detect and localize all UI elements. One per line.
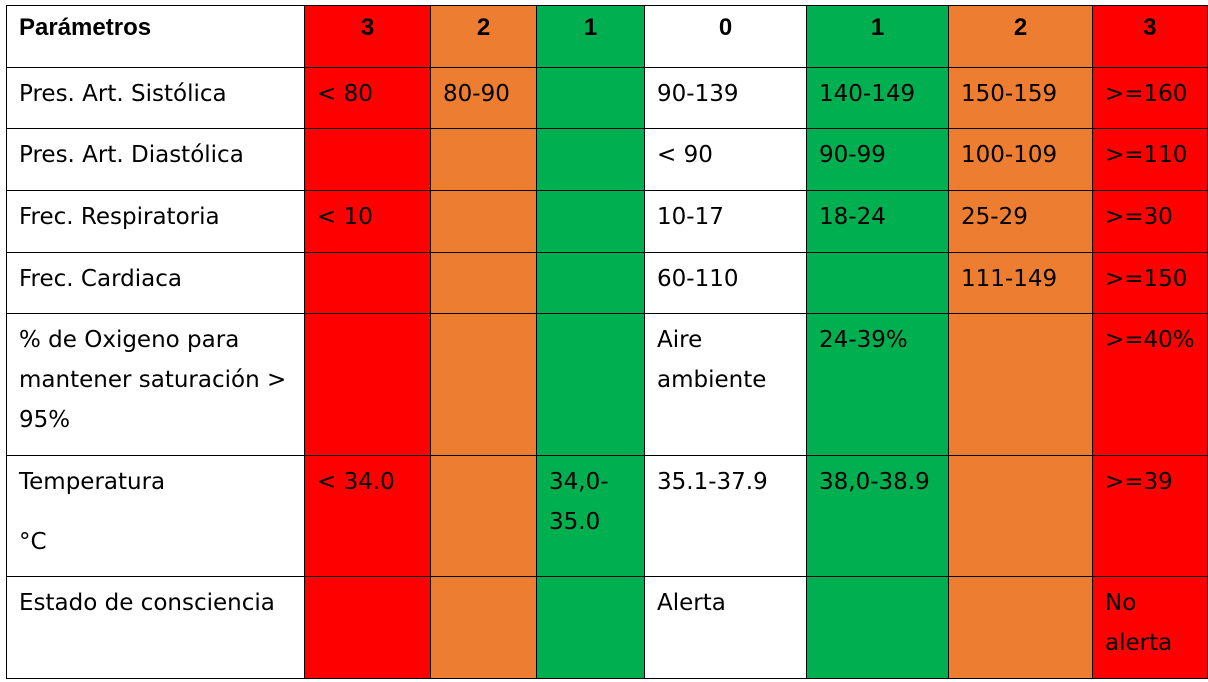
table-cell xyxy=(806,576,949,679)
row-label: Pres. Art. Diastólica xyxy=(6,128,305,191)
table-cell: 100-109 xyxy=(948,128,1093,191)
table-cell: Alerta xyxy=(644,576,807,679)
score-header-2-low: 2 xyxy=(430,5,537,68)
table-cell xyxy=(304,252,431,314)
row-label: Temperatura °C xyxy=(6,455,305,577)
table-cell xyxy=(304,128,431,191)
temperature-label: Temperatura xyxy=(19,469,166,495)
table-cell xyxy=(430,576,537,679)
table-cell: < 34.0 xyxy=(304,455,431,577)
row-label: % de Oxigeno para mantener saturación > … xyxy=(6,313,305,456)
table-cell: Aire ambiente xyxy=(644,313,807,456)
table-cell: 38,0-38.9 xyxy=(806,455,949,577)
temperature-unit: °C xyxy=(19,529,47,555)
table-cell xyxy=(536,190,645,253)
score-header-1-low: 1 xyxy=(536,5,645,68)
row-label: Pres. Art. Sistólica xyxy=(6,67,305,129)
table-cell xyxy=(304,576,431,679)
table-cell: No alerta xyxy=(1092,576,1208,679)
table-cell: >=150 xyxy=(1092,252,1208,314)
score-header-0: 0 xyxy=(644,5,807,68)
table-cell xyxy=(430,455,537,577)
table-row-temperature: Temperatura °C < 34.0 34,0-35.0 35.1-37.… xyxy=(6,455,1208,577)
table-cell: >=30 xyxy=(1092,190,1208,253)
row-label: Estado de consciencia xyxy=(6,576,305,679)
score-header-1-high: 1 xyxy=(806,5,949,68)
table-cell xyxy=(948,576,1093,679)
table-row-consciousness: Estado de consciencia Alerta No alerta xyxy=(6,576,1208,679)
table-cell: < 80 xyxy=(304,67,431,129)
table-cell: 35.1-37.9 xyxy=(644,455,807,577)
table-cell: 34,0-35.0 xyxy=(536,455,645,577)
table-cell: 90-99 xyxy=(806,128,949,191)
score-header-3-low: 3 xyxy=(304,5,431,68)
table-cell: 150-159 xyxy=(948,67,1093,129)
table-cell xyxy=(806,252,949,314)
table-cell: >=39 xyxy=(1092,455,1208,577)
score-header-2-high: 2 xyxy=(948,5,1093,68)
table-cell xyxy=(536,252,645,314)
table-cell xyxy=(430,128,537,191)
table-cell xyxy=(536,128,645,191)
early-warning-score-table: Parámetros 3 2 1 0 1 2 3 Pres. Art. Sist… xyxy=(6,5,1208,679)
table-cell xyxy=(430,252,537,314)
table-row-respiratory: Frec. Respiratoria < 10 10-17 18-24 25-2… xyxy=(6,190,1208,253)
table-cell xyxy=(430,190,537,253)
table-cell: 25-29 xyxy=(948,190,1093,253)
table-cell xyxy=(948,455,1093,577)
table-cell: 80-90 xyxy=(430,67,537,129)
row-label: Frec. Cardiaca xyxy=(6,252,305,314)
table-cell: >=160 xyxy=(1092,67,1208,129)
table-cell: 60-110 xyxy=(644,252,807,314)
header-row: Parámetros 3 2 1 0 1 2 3 xyxy=(6,5,1208,68)
table-cell: 24-39% xyxy=(806,313,949,456)
table-row-diastolic: Pres. Art. Diastólica < 90 90-99 100-109… xyxy=(6,128,1208,191)
table-row-oxygen: % de Oxigeno para mantener saturación > … xyxy=(6,313,1208,456)
table-cell xyxy=(948,313,1093,456)
table-cell xyxy=(304,313,431,456)
table-cell xyxy=(536,313,645,456)
table-cell: 111-149 xyxy=(948,252,1093,314)
parameters-header: Parámetros xyxy=(6,5,305,68)
table-cell: 10-17 xyxy=(644,190,807,253)
table-cell: 90-139 xyxy=(644,67,807,129)
table-cell xyxy=(430,313,537,456)
table-cell xyxy=(536,67,645,129)
table-cell: < 90 xyxy=(644,128,807,191)
table-cell: 18-24 xyxy=(806,190,949,253)
table-row-heart-rate: Frec. Cardiaca 60-110 111-149 >=150 xyxy=(6,252,1208,314)
table-cell xyxy=(536,576,645,679)
table-cell: < 10 xyxy=(304,190,431,253)
score-header-3-high: 3 xyxy=(1092,5,1208,68)
table-row-systolic: Pres. Art. Sistólica < 80 80-90 90-139 1… xyxy=(6,67,1208,129)
table-cell: 140-149 xyxy=(806,67,949,129)
table-cell: >=40% xyxy=(1092,313,1208,456)
table-cell: >=110 xyxy=(1092,128,1208,191)
row-label: Frec. Respiratoria xyxy=(6,190,305,253)
